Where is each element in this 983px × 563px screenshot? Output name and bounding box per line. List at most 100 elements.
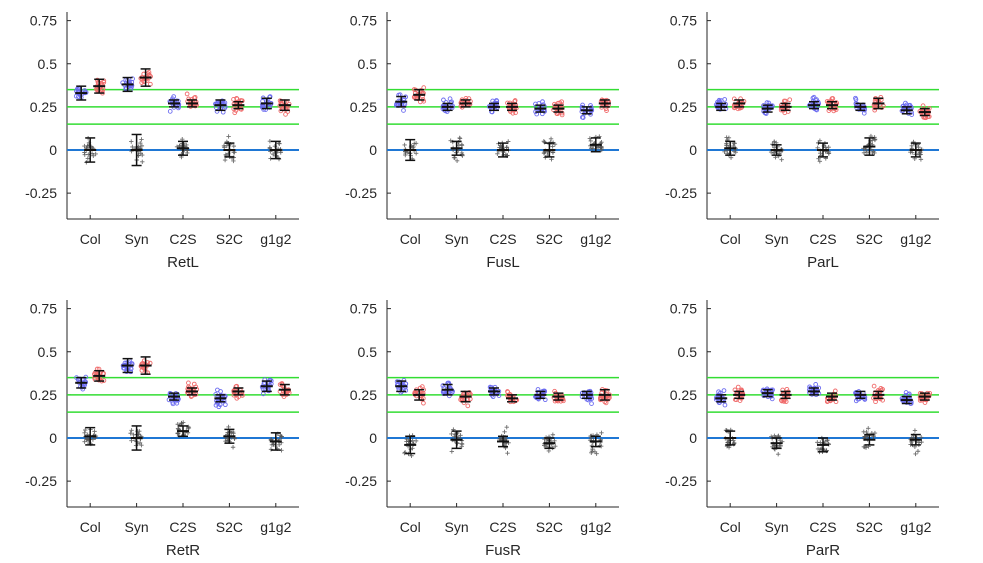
data-point (496, 393, 502, 398)
data-point (214, 109, 220, 114)
data-point (449, 431, 454, 437)
data-point (853, 95, 858, 101)
data-point (871, 383, 877, 389)
x-tick-label: C2S (169, 519, 196, 535)
data-point (83, 427, 88, 433)
data-point (124, 85, 129, 91)
data-point (129, 438, 134, 443)
panel-title: FusL (486, 254, 519, 271)
data-point (186, 380, 191, 386)
chart-panel-parr: -0.25 0 0.25 0.5 0.75 Col Syn C2S S2C g1g2 ParR (665, 300, 939, 559)
data-point (915, 449, 921, 454)
data-point (465, 403, 471, 409)
data-point (139, 143, 145, 149)
data-point (595, 145, 601, 150)
data-point (224, 438, 230, 443)
x-tick-label: C2S (489, 519, 516, 535)
data-point (863, 445, 869, 450)
data-point (409, 453, 414, 458)
x-tick-label: Col (80, 231, 101, 247)
x-tick-label: g1g2 (260, 519, 291, 535)
data-point (421, 400, 426, 406)
data-point (184, 142, 189, 148)
data-point (817, 446, 823, 452)
data-point (82, 430, 87, 436)
data-point (861, 150, 867, 156)
data-point (185, 425, 191, 431)
data-point (550, 144, 555, 149)
data-point (138, 140, 143, 146)
y-tick-label: 0.25 (670, 99, 697, 115)
y-tick-label: 0.5 (38, 344, 58, 360)
data-point (267, 94, 272, 100)
data-point (231, 431, 236, 436)
data-point (504, 145, 509, 150)
data-point (824, 438, 830, 443)
chart-panel-fusr: -0.25 0 0.25 0.5 0.75 Col Syn C2S S2C g1g2 FusR (345, 300, 619, 559)
data-point (221, 143, 227, 149)
data-point (466, 390, 472, 395)
data-point (505, 450, 510, 456)
data-point (589, 401, 594, 406)
y-tick-label: 0.5 (358, 344, 378, 360)
data-point (124, 366, 130, 372)
data-point (781, 399, 787, 404)
y-tick-label: -0.25 (665, 473, 697, 489)
x-tick-label: C2S (809, 231, 836, 247)
x-tick-label: Col (400, 519, 421, 535)
data-point (454, 158, 460, 164)
data-point (270, 151, 276, 157)
data-point (76, 94, 81, 99)
data-point (817, 159, 823, 164)
data-point (912, 428, 918, 433)
data-point (603, 400, 609, 406)
data-point (419, 384, 425, 389)
data-point (541, 139, 547, 144)
data-point (131, 432, 136, 437)
y-tick-label: 0.25 (350, 99, 377, 115)
data-point (268, 447, 274, 452)
data-point (872, 150, 877, 156)
y-tick-label: 0.5 (678, 344, 698, 360)
data-point (772, 139, 777, 144)
data-point (913, 451, 918, 457)
data-point (540, 99, 545, 105)
chart-panel-retr: -0.25 0 0.25 0.5 0.75 Col Syn C2S S2C g1g2 RetR (25, 300, 299, 559)
data-point (722, 149, 727, 154)
data-point (920, 103, 926, 109)
data-point (550, 432, 556, 437)
data-point (818, 151, 823, 156)
data-point (779, 157, 784, 162)
data-point (234, 395, 240, 401)
data-point (546, 448, 552, 454)
data-point (866, 426, 871, 431)
data-point (413, 151, 419, 156)
data-point (90, 437, 96, 442)
x-tick-label: S2C (856, 231, 883, 247)
data-point (175, 422, 180, 427)
data-point (731, 96, 737, 102)
x-tick-label: Syn (445, 231, 469, 247)
data-point (787, 97, 793, 103)
y-tick-label: 0.25 (670, 387, 697, 403)
chart-panel-parl: -0.25 0 0.25 0.5 0.75 Col Syn C2S S2C g1g2 ParL (665, 12, 939, 271)
y-tick-label: 0.25 (350, 387, 377, 403)
data-point (559, 112, 565, 118)
y-tick-label: -0.25 (345, 473, 377, 489)
x-tick-label: g1g2 (580, 519, 611, 535)
data-point (503, 152, 508, 157)
y-tick-label: 0.75 (30, 301, 57, 317)
data-point (731, 149, 737, 154)
data-point (771, 145, 777, 150)
x-tick-label: C2S (489, 231, 516, 247)
x-tick-label: S2C (536, 231, 563, 247)
data-point (446, 393, 452, 399)
data-point (263, 107, 268, 112)
x-tick-label: Syn (765, 231, 789, 247)
data-point (85, 156, 91, 161)
y-tick-label: 0.75 (670, 301, 697, 317)
y-tick-label: 0.75 (670, 13, 697, 29)
y-tick-label: 0 (49, 142, 57, 158)
data-point (137, 440, 143, 445)
data-point (872, 137, 878, 143)
